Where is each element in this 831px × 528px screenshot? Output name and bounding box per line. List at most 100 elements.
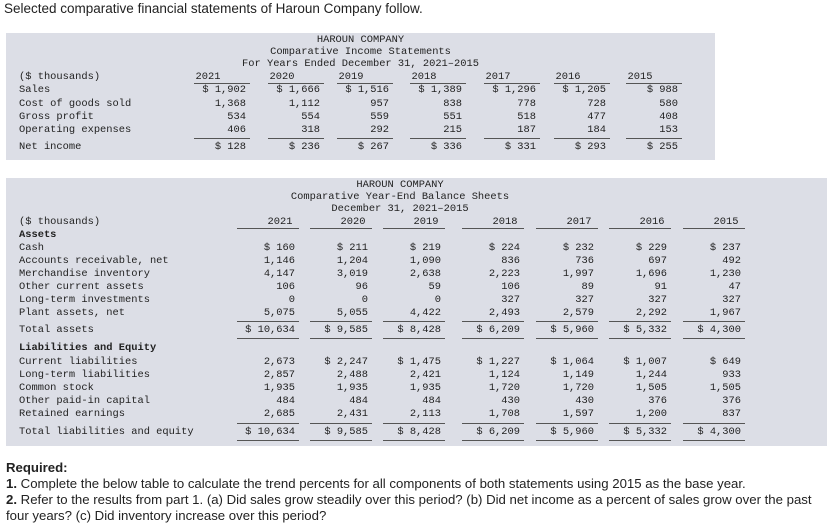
income-cell: $ 1,205: [562, 84, 606, 96]
balance-header-rule: [536, 228, 598, 229]
balance-year-header: 2017: [566, 216, 592, 228]
income-row-label: Sales: [19, 84, 51, 96]
asset-row-cell: 106: [501, 281, 520, 293]
total-assets-top-rule: [383, 321, 445, 322]
balance-year-header: 2018: [492, 216, 518, 228]
required-heading: Required:: [6, 460, 68, 475]
asset-row-cell: $ 224: [488, 242, 520, 254]
income-total-rule: [410, 138, 466, 139]
total-assets-row-label: Total assets: [19, 324, 94, 336]
total-assets-row-cell: $ 5,960: [550, 324, 594, 336]
asset-row-cell: 0: [434, 294, 441, 306]
asset-row-cell: $ 160: [263, 242, 295, 254]
balance-company-title: HAROUN COMPANY: [356, 179, 444, 191]
income-year-header: 2018: [411, 71, 437, 83]
required-item-2-number: 2.: [6, 492, 17, 507]
income-cell: $ 267: [357, 141, 389, 153]
income-statement-table: HAROUN COMPANY Comparative Income Statem…: [6, 33, 715, 160]
liability-row-cell: 2,488: [336, 369, 368, 381]
total-assets-top-rule: [536, 321, 598, 322]
income-cell: $ 331: [504, 141, 536, 153]
income-total-rule: [337, 138, 393, 139]
income-row-label: Net income: [19, 141, 82, 153]
total-assets-bottom-rule: [609, 338, 671, 339]
total-liab-bottom-rule: [609, 440, 671, 441]
liability-row-cell: 430: [575, 395, 594, 407]
income-year-header: 2020: [269, 71, 295, 83]
total-liab-bottom-rule: [462, 440, 524, 441]
income-year-header: 2019: [338, 71, 364, 83]
total-liab-row-cell: $ 4,300: [697, 426, 741, 438]
income-row-label: Operating expenses: [19, 124, 132, 136]
total-liab-bottom-rule: [683, 440, 745, 441]
income-cell: 184: [587, 124, 606, 136]
income-header-rule: [410, 83, 466, 84]
income-year-header: 2021: [195, 71, 221, 83]
income-header-rule: [194, 83, 250, 84]
asset-row-label: Accounts receivable, net: [19, 255, 169, 267]
total-liab-top-rule: [310, 423, 372, 424]
income-cell: 559: [370, 111, 389, 123]
asset-row-cell: 1,696: [635, 268, 667, 280]
required-item-2: 2. Refer to the results from part 1. (a)…: [6, 492, 826, 524]
income-row-label: Cost of goods sold: [19, 98, 132, 110]
income-cell: $ 336: [430, 141, 462, 153]
asset-row-cell: $ 232: [562, 242, 594, 254]
income-cell: $ 1,296: [492, 84, 536, 96]
asset-row-cell: 1,090: [409, 255, 441, 267]
income-cell: $ 255: [646, 141, 678, 153]
intro-text: Selected comparative financial statement…: [4, 1, 423, 16]
income-header-rule: [554, 83, 610, 84]
liability-row-cell: 484: [276, 395, 295, 407]
income-cell: 957: [370, 98, 389, 110]
total-assets-bottom-rule: [536, 338, 598, 339]
liability-row-cell: $ 649: [709, 356, 741, 368]
liability-row-cell: 376: [648, 395, 667, 407]
asset-row-cell: 736: [575, 255, 594, 267]
asset-row-label: Other current assets: [19, 281, 144, 293]
income-cell: 778: [517, 98, 536, 110]
income-header-rule: [484, 83, 540, 84]
balance-year-header: 2021: [267, 216, 293, 228]
asset-row-cell: 89: [581, 281, 594, 293]
income-cell: 215: [443, 124, 462, 136]
total-assets-bottom-rule: [237, 338, 299, 339]
liability-row-label: Other paid-in capital: [19, 395, 150, 407]
total-liab-top-rule: [383, 423, 445, 424]
balance-statement-title: Comparative Year-End Balance Sheets: [290, 191, 510, 203]
asset-row-cell: 2,292: [635, 307, 667, 319]
income-cell: 518: [517, 111, 536, 123]
total-liab-top-rule: [536, 423, 598, 424]
liability-row-cell: 2,685: [263, 408, 295, 420]
income-cell: 292: [370, 124, 389, 136]
liability-row-cell: $ 1,227: [476, 356, 520, 368]
liability-row-cell: 1,149: [562, 369, 594, 381]
asset-row-cell: 5,055: [336, 307, 368, 319]
income-cell: 477: [587, 111, 606, 123]
liability-row-cell: 837: [722, 408, 741, 420]
asset-row-label: Cash: [19, 242, 44, 254]
income-header-rule: [337, 83, 393, 84]
income-cell: 187: [517, 124, 536, 136]
liability-row-cell: 933: [722, 369, 741, 381]
asset-row-cell: 59: [428, 281, 441, 293]
liability-row-cell: 430: [501, 395, 520, 407]
income-cell: $ 128: [214, 141, 246, 153]
total-assets-row-cell: $ 6,209: [476, 324, 520, 336]
liability-row-cell: 1,505: [635, 382, 667, 394]
asset-row-cell: 836: [501, 255, 520, 267]
total-assets-row-cell: $ 10,634: [245, 324, 295, 336]
income-statement-title: Comparative Income Statements: [270, 46, 451, 58]
liability-row-cell: 2,421: [409, 369, 441, 381]
total-assets-row-cell: $ 4,300: [697, 324, 741, 336]
liability-row-cell: $ 2,247: [324, 356, 368, 368]
asset-row-cell: 3,019: [336, 268, 368, 280]
liability-row-cell: 1,505: [709, 382, 741, 394]
income-total-rule: [484, 138, 540, 139]
income-cell: 406: [227, 124, 246, 136]
balance-year-header: 2020: [340, 216, 366, 228]
liability-row-cell: 2,113: [409, 408, 441, 420]
liability-row-cell: $ 1,064: [550, 356, 594, 368]
asset-row-cell: 327: [575, 294, 594, 306]
total-liab-row-label: Total liabilities and equity: [19, 426, 194, 438]
